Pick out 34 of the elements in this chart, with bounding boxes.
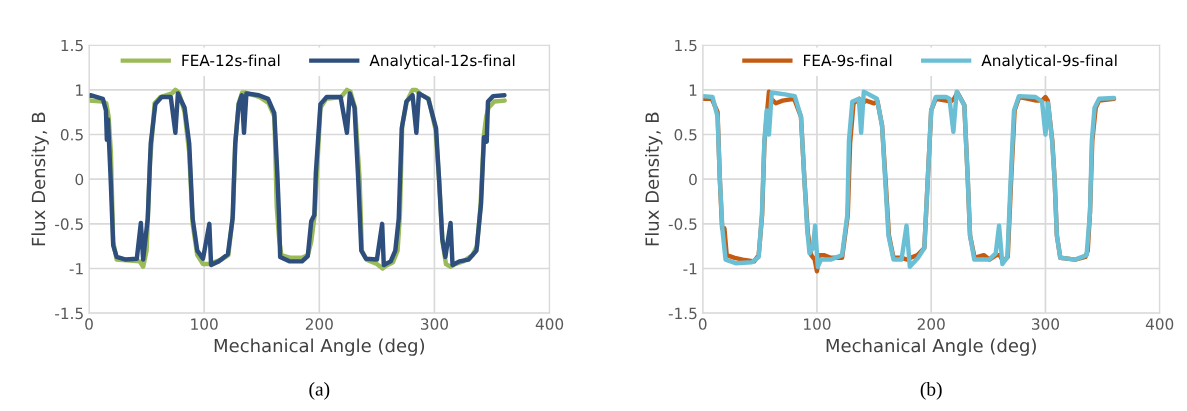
y-tick-label: 1 — [76, 84, 83, 96]
x-tick-label: 400 — [535, 318, 564, 330]
y-tick-label: -0.5 — [55, 218, 83, 230]
x-axis-title: Mechanical Angle (deg) — [214, 338, 425, 356]
x-tick-label: 400 — [1145, 318, 1174, 330]
x-tick-label: 100 — [191, 318, 218, 330]
y-axis-title: Flux Density, B — [31, 112, 49, 246]
y-tick-label: 0.5 — [674, 129, 697, 141]
x-axis-title: Mechanical Angle (deg) — [826, 338, 1036, 356]
legend-label: FEA-9s-final — [804, 54, 892, 67]
text: (b) — [920, 382, 942, 400]
x-tick-label: 200 — [917, 318, 945, 330]
x-tick-label: 300 — [421, 318, 449, 330]
y-tick-label: 1.5 — [61, 39, 83, 52]
y-tick-label: 0 — [689, 173, 697, 186]
text: (a) — [309, 382, 330, 400]
y-tick-label: 0 — [75, 173, 84, 186]
legend-label: FEA-12s-final — [182, 54, 280, 67]
y-tick-label: 1.5 — [675, 39, 697, 52]
y-tick-label: -1.5 — [55, 307, 83, 320]
x-tick-label: 200 — [305, 318, 333, 330]
x-tick-label: 100 — [804, 318, 831, 330]
y-tick-label: -1 — [69, 263, 83, 275]
y-axis-title: Flux Density, B — [645, 112, 663, 246]
x-tick-label: 300 — [1032, 318, 1060, 330]
y-tick-label: 1 — [689, 84, 697, 96]
y-tick-label: 0.5 — [60, 129, 83, 141]
legend-label: Analytical-12s-final — [369, 54, 515, 70]
y-tick-label: -1 — [683, 263, 697, 275]
legend-label: Analytical-9s-final — [981, 54, 1117, 70]
y-tick-label: -0.5 — [668, 218, 697, 230]
y-tick-label: -1.5 — [668, 307, 697, 320]
x-tick-label: 0 — [85, 318, 93, 330]
x-tick-label: 0 — [698, 318, 707, 330]
